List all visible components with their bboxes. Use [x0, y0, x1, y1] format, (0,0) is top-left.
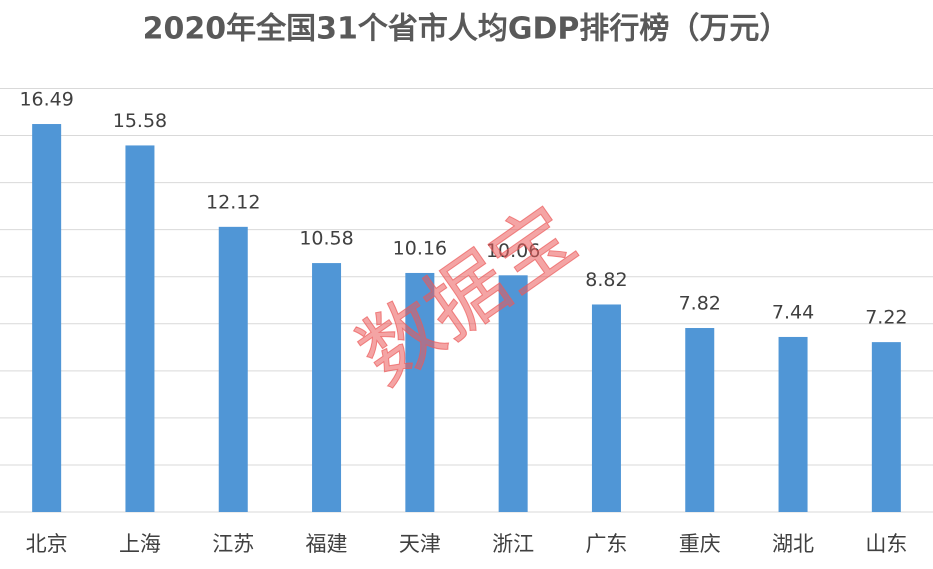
bar [591, 304, 621, 512]
x-tick-label: 广东 [585, 532, 627, 556]
chart-title: 2020年全国31个省市人均GDP排行榜（万元） [143, 12, 790, 47]
x-tick-label: 浙江 [492, 532, 534, 556]
bar [218, 226, 248, 513]
value-label: 7.22 [865, 307, 907, 329]
bar [685, 328, 715, 512]
value-label: 10.16 [393, 237, 447, 259]
bar [871, 342, 901, 512]
x-tick-label: 湖北 [772, 532, 814, 556]
bar [778, 336, 808, 512]
bar [498, 275, 528, 512]
value-label: 10.58 [299, 228, 353, 250]
x-tick-label: 江苏 [212, 532, 254, 556]
bar [125, 145, 155, 512]
x-tick-label: 北京 [26, 532, 68, 556]
value-label: 7.82 [679, 293, 721, 315]
value-label: 15.58 [113, 110, 167, 132]
x-tick-label: 山东 [865, 532, 907, 556]
x-tick-label: 重庆 [679, 532, 721, 556]
x-tick-label: 福建 [306, 532, 348, 556]
value-label: 16.49 [19, 89, 73, 111]
bar [32, 124, 62, 512]
bar [312, 263, 342, 512]
bar [405, 272, 435, 512]
value-label: 10.06 [486, 240, 540, 262]
value-label: 7.44 [772, 301, 814, 323]
value-label: 8.82 [585, 269, 627, 291]
x-tick-label: 上海 [119, 532, 161, 556]
x-tick-label: 天津 [399, 532, 441, 556]
value-label: 12.12 [206, 191, 260, 213]
